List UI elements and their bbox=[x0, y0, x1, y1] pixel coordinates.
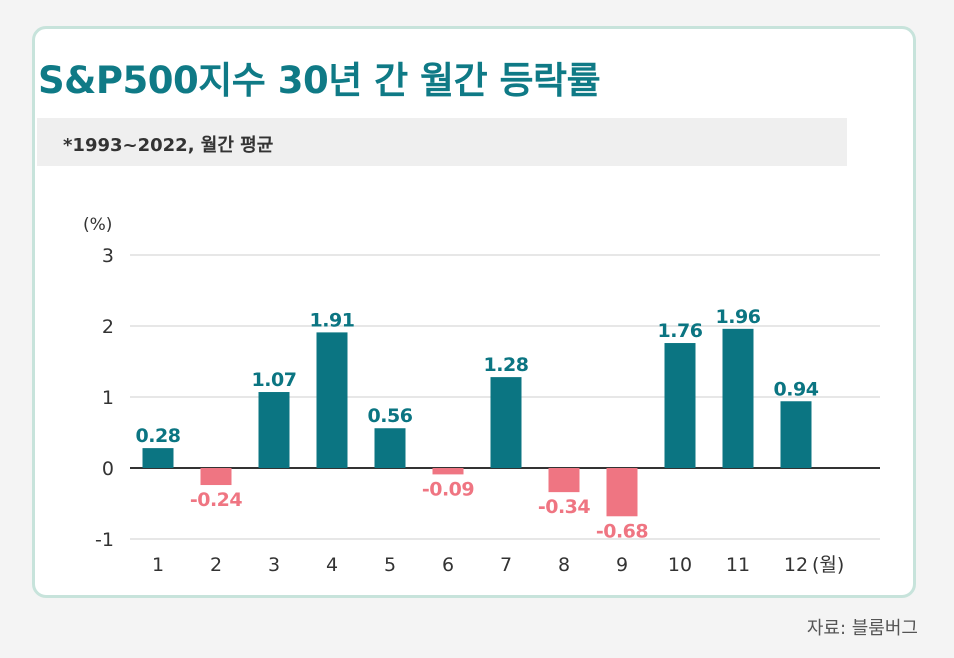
bar-month-5 bbox=[374, 428, 406, 468]
x-tick-label: 4 bbox=[326, 554, 338, 576]
x-tick-label: 8 bbox=[558, 554, 570, 576]
chart-subtitle: *1993~2022, 월간 평균 bbox=[63, 135, 274, 156]
value-label: 0.28 bbox=[136, 425, 181, 447]
chart-title: S&P500지수 30년 간 월간 등락률 bbox=[38, 59, 601, 102]
bar-month-1 bbox=[142, 448, 174, 468]
value-label: 0.94 bbox=[774, 378, 819, 400]
bar-month-4 bbox=[316, 332, 348, 468]
source-note: 자료: 블룸버그 bbox=[806, 618, 918, 639]
bar-chart: (%)3210-10.28-0.241.071.910.56-0.091.28-… bbox=[83, 215, 880, 576]
value-label: 1.07 bbox=[252, 369, 297, 391]
value-label: -0.68 bbox=[596, 520, 649, 542]
y-tick-label: 3 bbox=[102, 245, 114, 267]
subtitle-bar: *1993~2022, 월간 평균 bbox=[37, 118, 847, 166]
bar-month-3 bbox=[258, 392, 290, 468]
bar-month-8 bbox=[548, 468, 580, 493]
y-tick-label: 2 bbox=[102, 316, 114, 338]
value-label: 0.56 bbox=[368, 405, 413, 427]
x-unit-label: (월) bbox=[812, 554, 844, 576]
x-tick-label: 6 bbox=[442, 554, 454, 576]
x-tick-label: 9 bbox=[616, 554, 628, 576]
value-label: 1.96 bbox=[716, 306, 761, 328]
bar-month-9 bbox=[606, 468, 638, 517]
bar-month-6 bbox=[432, 468, 464, 475]
x-tick-label: 3 bbox=[268, 554, 280, 576]
x-tick-label: 1 bbox=[152, 554, 164, 576]
value-label: -0.34 bbox=[538, 496, 591, 518]
bar-month-11 bbox=[722, 328, 754, 468]
value-label: 1.91 bbox=[310, 309, 355, 331]
y-tick-label: 0 bbox=[102, 458, 114, 480]
y-tick-label: -1 bbox=[95, 529, 114, 551]
bar-month-10 bbox=[664, 343, 696, 468]
x-tick-label: 7 bbox=[500, 554, 512, 576]
bar-month-12 bbox=[780, 401, 812, 468]
y-unit-label: (%) bbox=[83, 215, 112, 235]
value-label: -0.09 bbox=[422, 478, 474, 500]
x-tick-label: 12 bbox=[784, 554, 808, 576]
bar-month-2 bbox=[200, 468, 232, 486]
value-label: 1.76 bbox=[658, 320, 703, 342]
value-label: 1.28 bbox=[484, 354, 529, 376]
value-label: -0.24 bbox=[190, 489, 243, 511]
y-tick-label: 1 bbox=[102, 387, 114, 409]
bar-month-7 bbox=[490, 377, 522, 468]
x-tick-label: 11 bbox=[726, 554, 750, 576]
x-tick-label: 2 bbox=[210, 554, 222, 576]
x-tick-label: 5 bbox=[384, 554, 396, 576]
x-tick-label: 10 bbox=[668, 554, 692, 576]
